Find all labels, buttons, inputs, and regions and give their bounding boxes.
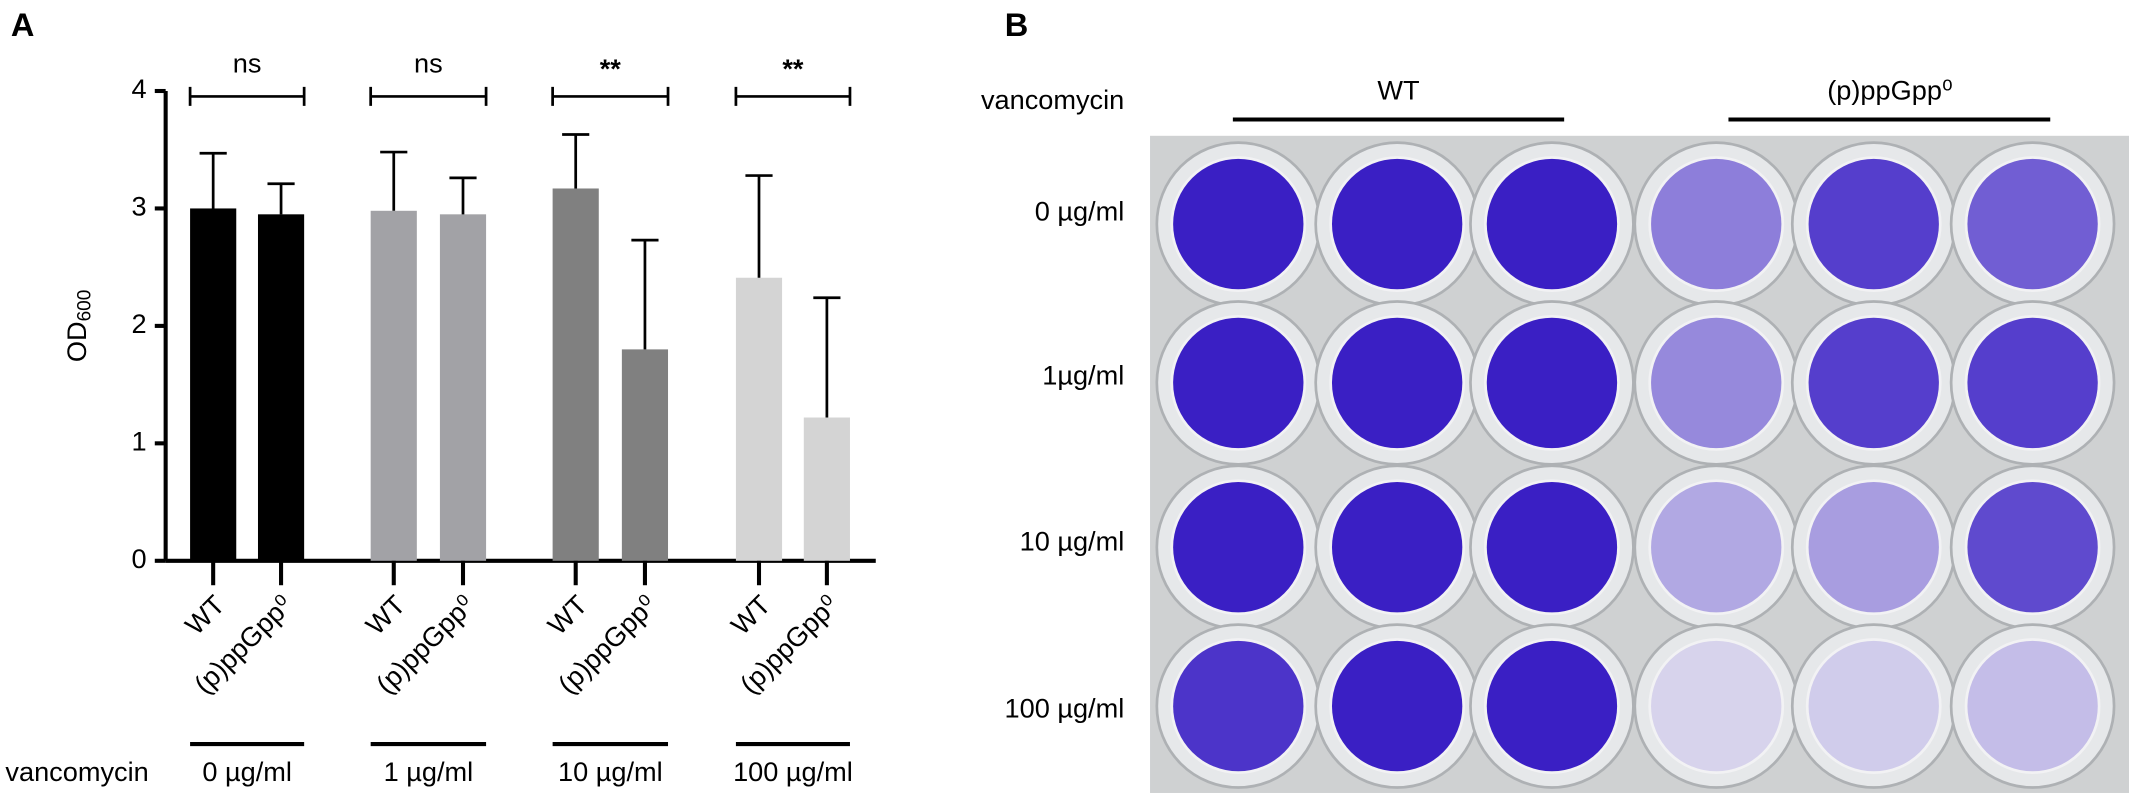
- well-stain: [1651, 158, 1782, 290]
- significance-bracket: [188, 86, 306, 106]
- well-stain: [1173, 158, 1304, 290]
- well-stain: [1486, 317, 1618, 449]
- bar: [803, 417, 850, 561]
- significance-label: ns: [414, 47, 443, 78]
- row-title: vancomycin: [981, 84, 1124, 115]
- y-axis-label: OD600: [61, 290, 96, 362]
- well-stain: [1173, 317, 1304, 449]
- well-bg: [1805, 479, 1942, 616]
- panel-label: A: [11, 7, 35, 43]
- y-tick-label: 2: [132, 308, 147, 339]
- error-bar: [745, 174, 773, 278]
- well-stain: [1173, 640, 1304, 772]
- bar: [370, 210, 417, 561]
- row-label: 1µg/ml: [1042, 360, 1124, 391]
- y-tick-label: 4: [132, 73, 147, 104]
- significance-label: **: [782, 53, 804, 84]
- significance-label: ns: [233, 47, 262, 78]
- well-stain: [1967, 640, 2098, 772]
- error-bar: [449, 176, 477, 215]
- well-stain: [1173, 482, 1304, 613]
- group-label: 100 µg/ml: [733, 756, 853, 787]
- well-stain: [1331, 640, 1463, 772]
- well-stain: [1808, 482, 1939, 613]
- well-stain: [1651, 317, 1782, 449]
- bar: [439, 214, 487, 561]
- significance-bracket: [369, 86, 488, 106]
- x-tick-label: WT: [725, 589, 777, 641]
- well-stain: [1808, 317, 1939, 449]
- error-bar: [267, 182, 295, 215]
- row-label: 0 µg/ml: [1035, 195, 1125, 226]
- error-bar: [631, 238, 659, 350]
- error-bar: [813, 296, 841, 418]
- well-bg: [1648, 479, 1785, 616]
- y-tick-label: 0: [132, 543, 147, 574]
- group-label: 10 µg/ml: [558, 756, 663, 787]
- y-tick-label: 1: [132, 426, 147, 457]
- well-bg: [1648, 638, 1785, 774]
- well-bg: [1805, 638, 1942, 774]
- well-stain: [1967, 482, 2098, 613]
- well-stain: [1486, 482, 1618, 613]
- y-label-sub: 600: [75, 290, 96, 322]
- significance-bracket: [551, 86, 670, 106]
- well-stain: [1651, 482, 1782, 613]
- row-label: 100 µg/ml: [1005, 692, 1125, 723]
- significance-label: **: [600, 53, 622, 84]
- error-bar: [199, 151, 227, 209]
- group-label: 0 µg/ml: [202, 756, 292, 787]
- y-label-text: OD: [61, 321, 92, 362]
- well-stain: [1331, 317, 1463, 449]
- error-bar: [562, 133, 590, 189]
- well-stain: [1331, 158, 1463, 290]
- significance-bracket: [734, 86, 852, 106]
- well-stain: [1331, 482, 1463, 613]
- well-bg: [1964, 638, 2101, 774]
- well-stain: [1967, 158, 2098, 290]
- group-title: vancomycin: [5, 756, 148, 787]
- x-tick-label: WT: [179, 589, 231, 641]
- x-tick-label: WT: [359, 589, 411, 641]
- bar: [735, 277, 783, 561]
- panel-label: B: [1005, 7, 1029, 43]
- well-stain: [1808, 158, 1939, 290]
- error-bar: [380, 150, 408, 211]
- y-tick-label: 3: [132, 191, 147, 222]
- well-stain: [1486, 640, 1618, 772]
- row-label: 10 µg/ml: [1020, 525, 1125, 556]
- well-stain: [1486, 158, 1618, 290]
- well-stain: [1651, 640, 1782, 772]
- plate-photo: [1150, 135, 2129, 793]
- bar: [552, 188, 599, 561]
- column-label: WT: [1377, 75, 1419, 106]
- bar: [190, 208, 237, 561]
- bar: [621, 349, 669, 561]
- well-stain: [1967, 317, 2098, 449]
- group-label: 1 µg/ml: [384, 756, 474, 787]
- column-label: (p)ppGpp⁰: [1827, 75, 1953, 106]
- bar: [257, 214, 305, 561]
- x-tick-label: WT: [541, 589, 593, 641]
- well-stain: [1808, 640, 1939, 772]
